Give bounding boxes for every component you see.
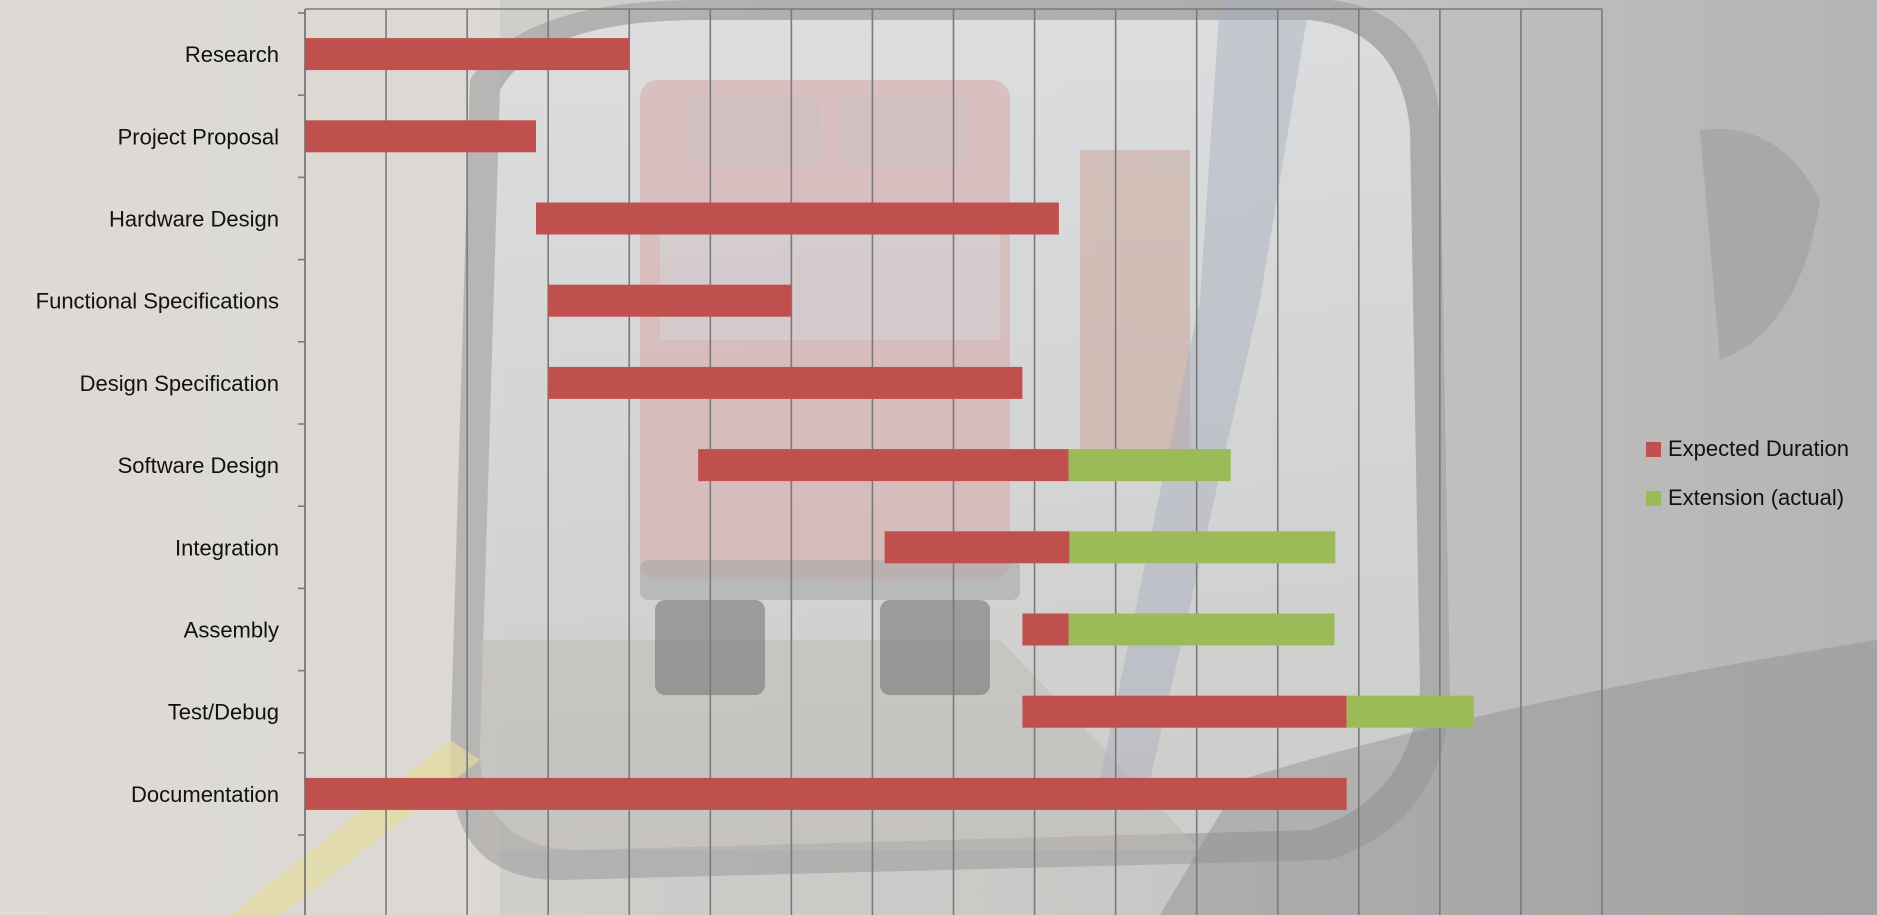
bar-expected-duration <box>305 777 1347 810</box>
bar-expected-duration <box>305 120 537 153</box>
category-labels: Research Project Proposal Hardware Design F… <box>36 42 279 807</box>
category-label: Documentation <box>131 782 279 807</box>
category-label: Hardware Design <box>109 207 279 232</box>
legend-label-expected-duration: Expected Duration <box>1668 436 1849 461</box>
category-label: Functional Specifications <box>36 289 279 314</box>
legend-item-expected-duration: Expected Duration <box>1646 436 1849 462</box>
category-label: Design Specification <box>80 371 279 396</box>
bar-extension-actual <box>1069 531 1336 564</box>
chart-bars <box>305 38 1474 810</box>
bar-expected-duration <box>548 366 1023 399</box>
bar-extension-actual <box>1346 695 1474 728</box>
category-label: Assembly <box>184 618 279 643</box>
bar-expected-duration <box>1022 695 1347 728</box>
category-label: Research <box>185 42 279 67</box>
bar-expected-duration <box>1022 613 1069 646</box>
category-label: Project Proposal <box>118 124 279 149</box>
legend-item-extension-actual: Extension (actual) <box>1646 485 1849 511</box>
bar-extension-actual <box>1068 449 1231 482</box>
bar-expected-duration <box>698 449 1069 482</box>
bar-expected-duration <box>305 38 630 71</box>
category-axis <box>298 8 1602 915</box>
category-label: Integration <box>175 535 279 560</box>
category-label: Software Design <box>118 453 279 478</box>
legend-label-extension-actual: Extension (actual) <box>1668 485 1845 510</box>
bar-expected-duration <box>548 284 792 317</box>
bar-expected-duration <box>536 202 1059 235</box>
category-label: Test/Debug <box>168 700 279 725</box>
legend-swatch-extension-actual <box>1646 490 1661 506</box>
chart-legend: Expected Duration Extension (actual) <box>1646 436 1849 534</box>
bar-expected-duration <box>884 531 1070 564</box>
bar-extension-actual <box>1068 613 1335 646</box>
legend-swatch-expected-duration <box>1646 441 1661 457</box>
